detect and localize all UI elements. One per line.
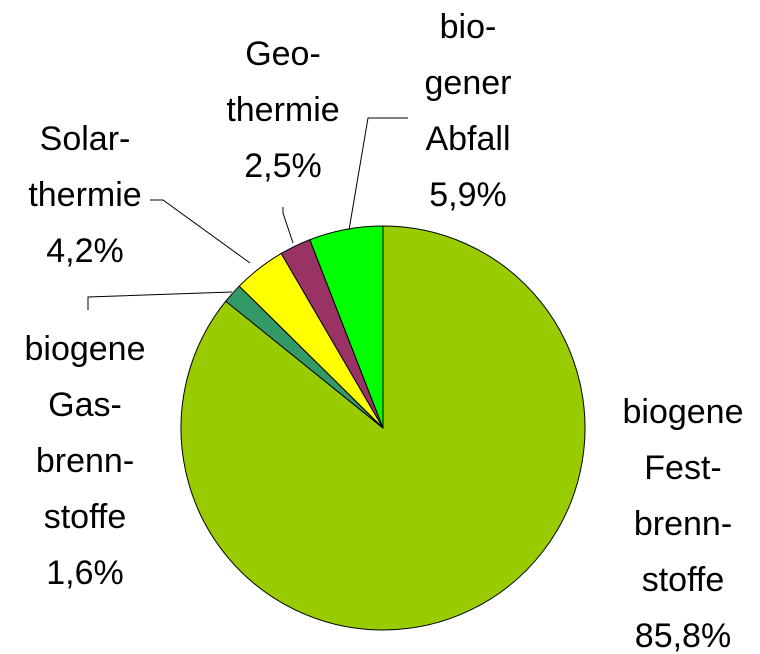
value-label: 1,6% (46, 554, 124, 592)
pie-slice (309, 225, 384, 429)
slice-label: biogene Fest- brenn- stoffe (622, 393, 744, 599)
slice-label: biogene Gas- brenn- stoffe (24, 330, 146, 536)
slice-label: Solar- thermie (28, 120, 142, 214)
value-label: 85,8% (634, 617, 732, 654)
slice-label: Geo- thermie (226, 35, 340, 129)
value-label: 4,2% (46, 232, 124, 270)
leader-line (150, 199, 251, 264)
leader-line (87, 291, 233, 310)
leader-line (282, 207, 294, 244)
leader-line (348, 117, 408, 231)
value-label: 2,5% (244, 147, 322, 185)
slice-label: bio- gener Abfall (424, 8, 512, 158)
value-label: 5,9% (429, 176, 507, 214)
